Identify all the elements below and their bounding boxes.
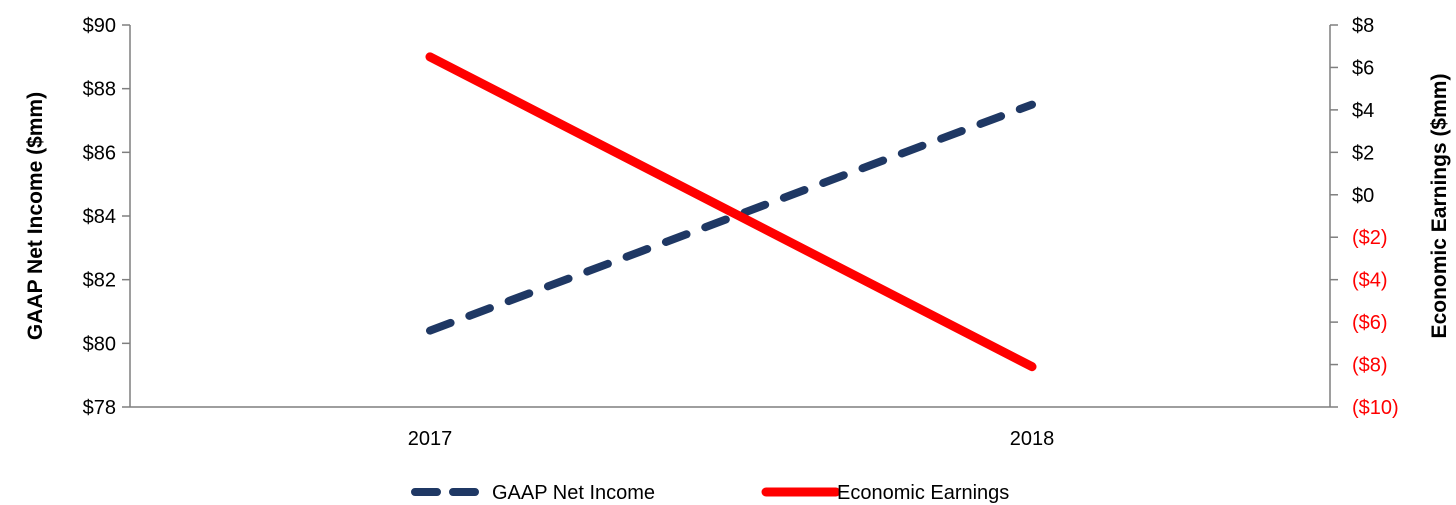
legend-label: Economic Earnings [837,482,1009,504]
right-axis-title: Economic Earnings ($mm) [1428,74,1451,339]
right-tick-label: ($10) [1352,397,1399,419]
series-line-gaap-net-income [426,100,1036,335]
left-tick-label: $90 [83,15,116,37]
series [425,52,1037,372]
legend: GAAP Net Income Economic Earnings [411,482,1009,504]
left-axis-ticks: $78 $80 $82 $84 $86 $88 $90 [83,15,130,419]
left-tick-label: $84 [83,206,116,228]
left-axis-title: GAAP Net Income ($mm) [24,92,47,340]
series-line-economic-earnings [425,52,1037,372]
right-tick-label: ($4) [1352,270,1388,292]
left-tick-label: $82 [83,270,116,292]
right-tick-label: $2 [1352,142,1374,164]
left-tick-label: $88 [83,79,116,101]
right-tick-label: ($8) [1352,355,1388,377]
right-tick-label: $8 [1352,15,1374,37]
x-tick-label: 2018 [1010,428,1055,450]
right-tick-label: $6 [1352,57,1374,79]
right-axis-ticks: ($10) ($8) ($6) ($4) ($2) $0 $2 $4 $6 $8 [1330,15,1399,419]
right-tick-label: ($6) [1352,312,1388,334]
right-tick-label: ($2) [1352,227,1388,249]
x-tick-label: 2017 [408,428,453,450]
left-tick-label: $80 [83,333,116,355]
x-axis-ticks: 2017 2018 [408,428,1055,450]
left-tick-label: $86 [83,142,116,164]
left-tick-label: $78 [83,397,116,419]
right-tick-label: $0 [1352,185,1374,207]
legend-label: GAAP Net Income [492,482,655,504]
right-tick-label: $4 [1352,100,1374,122]
